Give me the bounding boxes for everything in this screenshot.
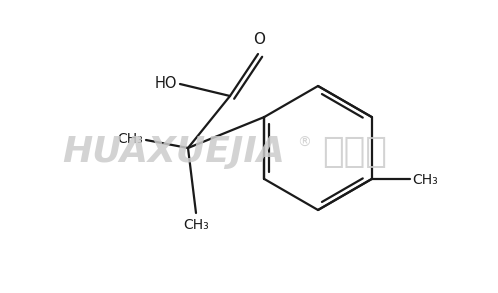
Text: 化学加: 化学加: [322, 135, 387, 169]
Text: O: O: [253, 32, 265, 47]
Text: CH₃: CH₃: [117, 132, 143, 146]
Text: ®: ®: [297, 136, 311, 150]
Text: HO: HO: [154, 76, 177, 91]
Text: HUAXUEJIA: HUAXUEJIA: [62, 135, 285, 169]
Text: CH₃: CH₃: [413, 173, 438, 187]
Text: CH₃: CH₃: [183, 218, 209, 232]
